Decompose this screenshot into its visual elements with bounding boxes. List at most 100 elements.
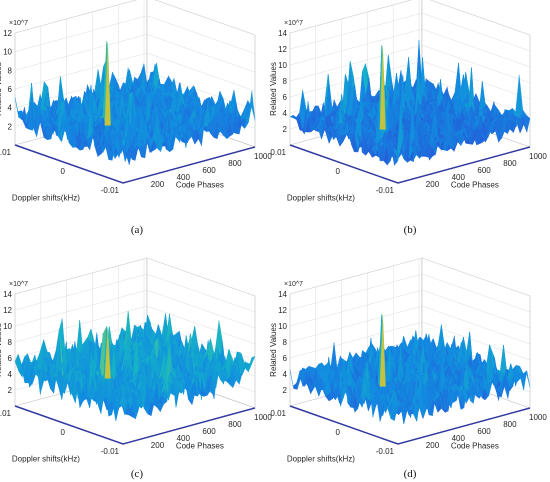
z-gridline bbox=[289, 60, 531, 100]
y-tick-label: 0.01 bbox=[0, 148, 12, 157]
y-tick-label: -0.01 bbox=[376, 186, 395, 195]
z-exponent-label: ×10^7 bbox=[9, 281, 28, 288]
x-tick-label: 200 bbox=[151, 180, 165, 189]
y-axis-label: Doppler shifts(kHz) bbox=[287, 194, 355, 203]
z-tick-label: 2 bbox=[283, 386, 288, 395]
x-tick-label: 800 bbox=[503, 159, 517, 168]
chart-panel-3: 2 4 6 8 10 12 14 ×10^7 Related Values 200 400 600 80… bbox=[0, 257, 272, 480]
z-tick-label: 8 bbox=[283, 77, 288, 86]
z-tick-label: 4 bbox=[8, 104, 13, 113]
y-tick-label: 0 bbox=[61, 167, 66, 176]
surface-patch bbox=[248, 90, 256, 123]
y-tick-label: -0.01 bbox=[101, 186, 120, 195]
z-tick-label: 12 bbox=[278, 306, 287, 315]
z-tick-label: 2 bbox=[283, 125, 288, 134]
z-tick-label: 8 bbox=[8, 338, 13, 347]
z-tick-label: 10 bbox=[278, 322, 287, 331]
surface-base-edge bbox=[14, 144, 256, 184]
y-tick-label: 0 bbox=[61, 428, 66, 437]
z-gridline bbox=[14, 15, 256, 54]
z-tick-label: 10 bbox=[3, 48, 12, 57]
z-tick-label: 14 bbox=[278, 290, 287, 299]
y-tick-label: -0.01 bbox=[101, 447, 120, 456]
x-tick-label: 800 bbox=[228, 159, 242, 168]
z-tick-label: 6 bbox=[283, 93, 288, 102]
z-gridline bbox=[14, 34, 256, 73]
x-tick-label: 600 bbox=[477, 166, 491, 175]
z-tick-label: 14 bbox=[278, 29, 287, 38]
x-tick-label: 200 bbox=[151, 441, 165, 450]
surface bbox=[289, 40, 531, 166]
z-gridline bbox=[289, 273, 531, 313]
x-tick-label: 1000 bbox=[254, 413, 272, 422]
z-tick-label: 12 bbox=[3, 306, 12, 315]
z-tick-label: 4 bbox=[283, 370, 288, 379]
z-gridline bbox=[289, 305, 531, 345]
z-exponent-label: ×10^7 bbox=[284, 281, 303, 288]
z-exponent-label: ×10^7 bbox=[284, 20, 303, 27]
correlation-peak bbox=[104, 326, 111, 379]
y-tick-label: 0.01 bbox=[270, 148, 286, 157]
chart-panel-1: 2 4 6 8 10 12 ×10^7 Related Values 200 400 600 800 1… bbox=[0, 0, 272, 236]
z-tick-label: 14 bbox=[3, 290, 12, 299]
x-tick-label: 400 bbox=[177, 173, 191, 182]
correlation-peak bbox=[379, 45, 386, 130]
surface-base-edge bbox=[14, 405, 256, 445]
z-gridline bbox=[14, 52, 256, 92]
surface bbox=[14, 311, 256, 422]
z-tick-label: 4 bbox=[283, 109, 288, 118]
surface-base-edge bbox=[289, 144, 531, 184]
z-gridline bbox=[289, 12, 531, 52]
y-axis-label: Doppler shifts(kHz) bbox=[12, 194, 80, 203]
x-tick-label: 200 bbox=[426, 180, 440, 189]
z-gridline bbox=[14, 0, 256, 36]
z-axis-label: Related Values bbox=[0, 323, 3, 377]
x-axis-label: Code Phases bbox=[176, 181, 224, 190]
z-tick-label: 4 bbox=[8, 370, 13, 379]
z-tick-label: 8 bbox=[283, 338, 288, 347]
z-tick-label: 2 bbox=[8, 122, 13, 131]
y-tick-label: 0 bbox=[336, 167, 341, 176]
z-tick-label: 2 bbox=[8, 386, 13, 395]
x-axis-label: Code Phases bbox=[451, 181, 499, 190]
x-axis-label: Code Phases bbox=[176, 442, 224, 451]
z-exponent-label: ×10^7 bbox=[9, 20, 28, 27]
panel-label: (b) bbox=[404, 224, 417, 236]
surface-patch bbox=[523, 114, 531, 133]
surface bbox=[289, 314, 531, 425]
x-tick-label: 400 bbox=[177, 434, 191, 443]
z-gridline bbox=[14, 289, 256, 329]
y-tick-label: 0.01 bbox=[0, 409, 12, 418]
z-gridline bbox=[14, 273, 256, 313]
z-tick-label: 10 bbox=[278, 61, 287, 70]
z-gridline bbox=[289, 28, 531, 68]
z-tick-label: 6 bbox=[283, 354, 288, 363]
z-tick-label: 6 bbox=[8, 85, 13, 94]
z-gridline bbox=[289, 289, 531, 329]
z-gridline bbox=[14, 257, 256, 297]
z-axis-label: Related Values bbox=[269, 323, 278, 377]
z-tick-label: 10 bbox=[3, 322, 12, 331]
z-tick-label: 8 bbox=[8, 66, 13, 75]
panel-label: (a) bbox=[131, 224, 144, 236]
x-tick-label: 1000 bbox=[529, 152, 547, 161]
x-tick-label: 600 bbox=[202, 166, 216, 175]
x-tick-label: 600 bbox=[202, 427, 216, 436]
z-gridline bbox=[289, 257, 531, 297]
z-tick-label: 12 bbox=[3, 29, 12, 38]
surface-patch bbox=[248, 356, 256, 372]
z-gridline bbox=[289, 0, 531, 36]
surface bbox=[14, 41, 256, 165]
z-gridline bbox=[289, 44, 531, 84]
x-tick-label: 1000 bbox=[254, 152, 272, 161]
z-axis-label: Related Values bbox=[0, 62, 3, 116]
panel-label: (c) bbox=[131, 468, 144, 480]
z-axis-label: Related Values bbox=[269, 62, 278, 116]
x-tick-label: 800 bbox=[228, 420, 242, 429]
z-tick-label: 12 bbox=[278, 45, 287, 54]
correlation-peak bbox=[104, 41, 111, 126]
z-tick-label: 6 bbox=[8, 354, 13, 363]
